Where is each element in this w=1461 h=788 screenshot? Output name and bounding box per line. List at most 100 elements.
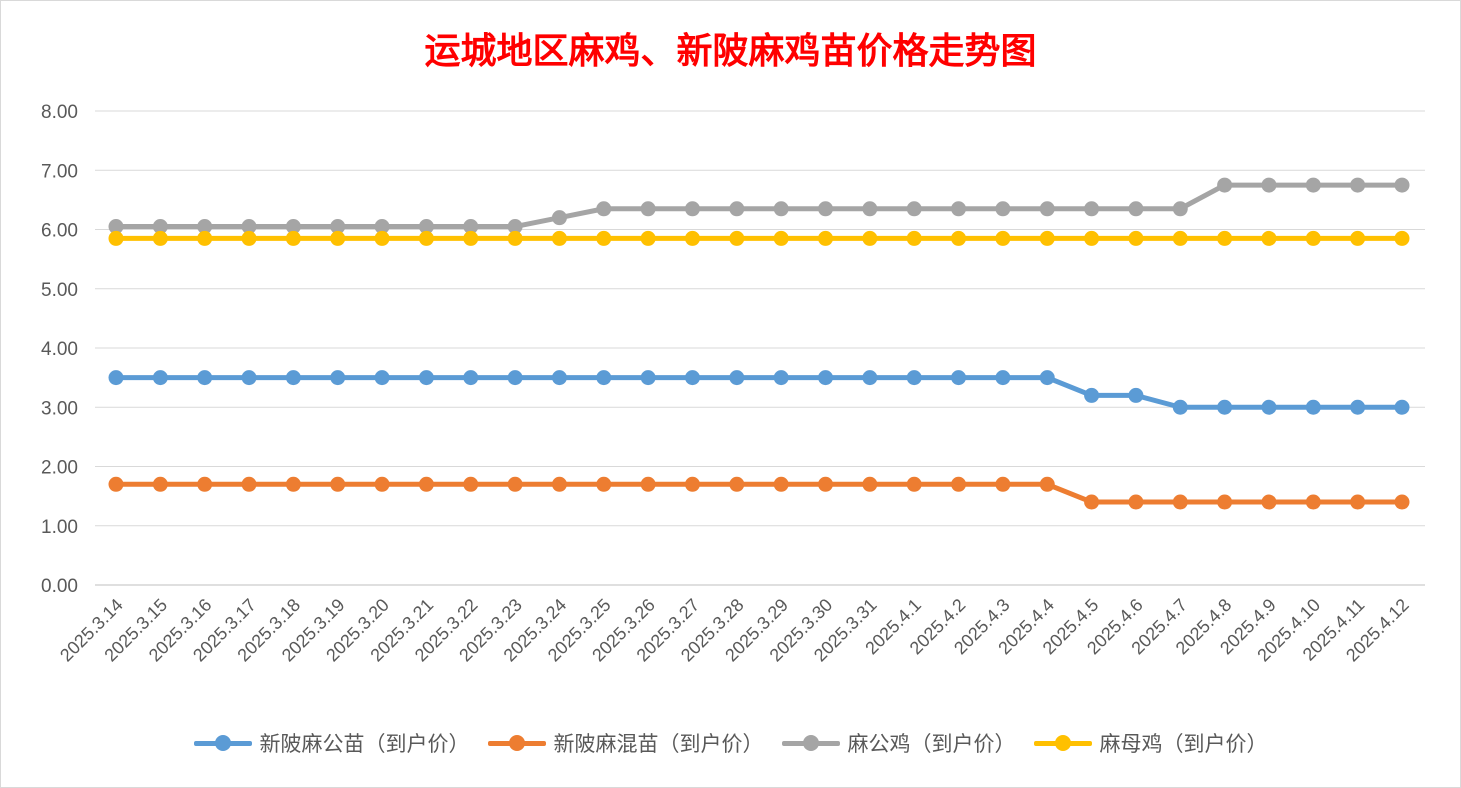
legend-swatch [487,728,546,758]
y-tick-label: 8.00 [41,102,78,123]
legend-item: 麻公鸡（到户价） [781,728,1016,758]
data-point-s4 [241,230,257,246]
data-point-s2 [152,476,168,492]
data-point-s2 [1084,494,1100,510]
data-point-s2 [241,476,257,492]
data-point-s3 [596,201,612,217]
legend-item: 新陂麻混苗（到户价） [487,728,764,758]
data-point-s2 [507,476,523,492]
data-point-s1 [1305,399,1321,415]
y-tick-label: 3.00 [41,398,78,419]
data-point-s1 [1084,387,1100,403]
data-point-s3 [773,201,789,217]
legend-label: 麻公鸡（到户价） [847,732,1016,756]
data-point-s4 [108,230,124,246]
y-tick-label: 6.00 [41,221,78,242]
data-point-s4 [596,230,612,246]
data-point-s2 [285,476,301,492]
data-point-s4 [197,230,213,246]
data-point-s3 [551,210,567,226]
data-point-s4 [1128,230,1144,246]
data-point-s3 [1217,177,1233,193]
data-point-s2 [640,476,656,492]
data-point-s2 [729,476,745,492]
data-point-s2 [1305,494,1321,510]
y-tick-label: 1.00 [41,517,78,538]
legend-label: 新陂麻混苗（到户价） [553,732,764,756]
y-tick-label: 4.00 [41,339,78,360]
data-point-s3 [463,219,479,235]
legend-item: 麻母鸡（到户价） [1033,728,1268,758]
data-point-s3 [684,201,700,217]
data-point-s1 [330,370,346,386]
y-tick-label: 2.00 [41,458,78,479]
data-point-s1 [463,370,479,386]
data-point-s1 [906,370,922,386]
data-point-s2 [684,476,700,492]
data-point-s3 [330,219,346,235]
data-point-s2 [773,476,789,492]
legend-swatch [781,728,840,758]
data-point-s1 [951,370,967,386]
data-point-s2 [374,476,390,492]
data-point-s2 [906,476,922,492]
data-point-s2 [551,476,567,492]
data-point-s4 [995,230,1011,246]
legend-label: 麻母鸡（到户价） [1099,732,1268,756]
data-point-s4 [1172,230,1188,246]
data-point-s1 [729,370,745,386]
data-point-s3 [1261,177,1277,193]
data-point-s1 [1039,370,1055,386]
data-point-s3 [1305,177,1321,193]
data-point-s3 [374,219,390,235]
data-point-s1 [596,370,612,386]
series-points [108,177,1410,510]
data-point-s1 [152,370,168,386]
data-point-s2 [1217,494,1233,510]
data-point-s2 [951,476,967,492]
data-point-s4 [330,230,346,246]
data-point-s3 [241,219,257,235]
series-line-2 [113,481,1405,505]
data-point-s4 [285,230,301,246]
data-point-s3 [108,219,124,235]
legend-swatch [1033,728,1092,758]
data-point-s2 [197,476,213,492]
data-point-s1 [1128,387,1144,403]
y-axis: 0.00 1.00 2.00 3.00 4.00 5.00 6.00 7.00 8.00 [41,102,78,597]
data-point-s4 [862,230,878,246]
data-point-s2 [1350,494,1366,510]
data-point-s4 [1305,230,1321,246]
data-point-s3 [197,219,213,235]
data-point-s2 [330,476,346,492]
data-point-s3 [1350,177,1366,193]
data-point-s3 [640,201,656,217]
data-point-s1 [1217,399,1233,415]
data-point-s2 [818,476,834,492]
data-point-s2 [862,476,878,492]
legend: 新陂麻公苗（到户价） 新陂麻混苗（到户价） 麻公鸡（到户价） 麻母鸡（到户价） [0,728,1461,758]
data-point-s3 [507,219,523,235]
data-point-s3 [906,201,922,217]
data-point-s1 [773,370,789,386]
data-point-s2 [1261,494,1277,510]
data-point-s1 [684,370,700,386]
data-point-s4 [729,230,745,246]
data-point-s4 [1350,230,1366,246]
data-point-s3 [729,201,745,217]
data-point-s1 [1261,399,1277,415]
data-point-s4 [1394,230,1410,246]
data-point-s1 [374,370,390,386]
data-point-s1 [1350,399,1366,415]
data-point-s4 [1084,230,1100,246]
data-point-s2 [463,476,479,492]
y-tick-label: 7.00 [41,161,78,182]
data-point-s4 [1261,230,1277,246]
data-point-s1 [1394,399,1410,415]
data-point-s2 [1172,494,1188,510]
data-point-s3 [862,201,878,217]
data-point-s3 [152,219,168,235]
data-point-s4 [1217,230,1233,246]
data-point-s3 [818,201,834,217]
